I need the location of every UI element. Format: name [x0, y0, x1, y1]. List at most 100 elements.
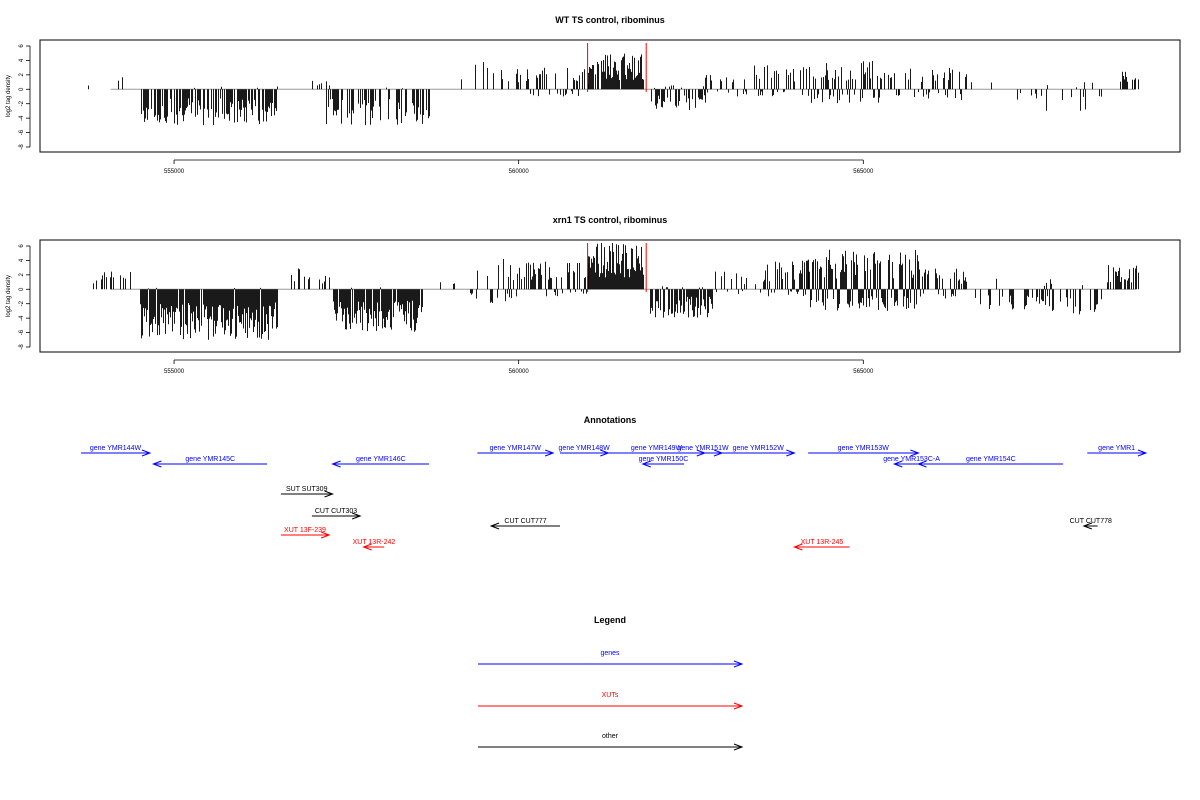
panel-wt-x-axis: 555000 560000 565000 [164, 159, 874, 175]
other-annotation: CUT CUT303 [311, 508, 362, 520]
annotation-label: gene YMR1 [1098, 445, 1135, 452]
arrow-head [151, 460, 162, 468]
legend-label: other [602, 733, 619, 740]
arrow-head [792, 543, 803, 551]
gene-annotation: gene YMR144W [81, 445, 152, 457]
arrow-head [917, 460, 927, 468]
gene-annotation: gene YMR153W [808, 445, 920, 457]
other-annotation: CUT CUT778 [1070, 518, 1112, 530]
other-annotation: SUT SUT309 [280, 486, 335, 498]
annotation-label: CUT CUT777 [504, 518, 546, 525]
annotation-label: XUT 13F-239 [284, 527, 326, 534]
panel-wt: WT TS control, ribominus log2 tag densit… [6, 15, 1181, 175]
gene-annotation: gene YMR145C [151, 456, 268, 468]
panel-wt-bars [88, 43, 1139, 126]
y-tick-label: -6 [19, 329, 25, 335]
legend-title: Legend [594, 615, 626, 625]
panel-wt-ylabel: log2 tag density [6, 75, 12, 117]
y-tick-label: -8 [19, 344, 25, 350]
annotation-label: gene YMR147W [490, 445, 542, 452]
y-tick-label: 4 [19, 58, 25, 62]
x-tick-label: 555000 [164, 369, 185, 375]
y-tick-label: -8 [19, 144, 25, 150]
arrow-head [1082, 522, 1093, 530]
arrow-head [362, 543, 372, 551]
annotation-tracks: gene YMR144W gene YMR145C gene YMR146C gene… [81, 445, 1148, 551]
annotation-label: CUT CUT303 [315, 508, 357, 515]
panel-xrn1: xrn1 TS control, ribominus log2 tag dens… [6, 215, 1181, 375]
arrow-head [1137, 449, 1148, 457]
legend-item: genes [478, 650, 744, 668]
annotation-label: SUT SUT309 [286, 486, 328, 493]
arrow-head [641, 460, 651, 468]
gene-annotation: gene YMR152W [722, 445, 796, 457]
y-tick-label: -2 [19, 100, 25, 106]
arrow-head [141, 449, 152, 457]
xut-annotation: XUT 13R-242 [353, 539, 396, 551]
x-tick-label: 555000 [164, 169, 185, 175]
panel-xrn1-title: xrn1 TS control, ribominus [553, 215, 668, 225]
gene-annotation: gene YMR1 [1087, 445, 1148, 457]
panel-wt-title: WT TS control, ribominus [555, 15, 665, 25]
x-tick-label: 560000 [509, 169, 530, 175]
legend-arrow-head [733, 743, 744, 751]
gene-annotation: gene YMR154C [917, 456, 1064, 468]
annotation-label: XUT 13R-242 [353, 539, 396, 546]
annotation-label: gene YMR146C [356, 456, 406, 463]
legend: Legend genes XUTs other [478, 615, 744, 751]
panel-xrn1-y-axis: 6 4 2 0 -2 -4 -6 -8 [19, 244, 31, 350]
y-tick-label: 2 [19, 273, 25, 277]
annotation-label: gene YMR152W [733, 445, 785, 452]
y-tick-label: 0 [19, 87, 25, 91]
panel-wt-y-axis: 6 4 2 0 -2 -4 -6 -8 [19, 44, 31, 150]
arrow-head [786, 449, 796, 457]
y-tick-label: 2 [19, 73, 25, 77]
legend-item: other [478, 733, 744, 751]
legend-items: genes XUTs other [478, 650, 744, 751]
x-tick-label: 565000 [853, 169, 874, 175]
y-tick-label: 4 [19, 258, 25, 262]
other-annotation: CUT CUT777 [489, 518, 561, 530]
annotation-label: gene YMR151W [677, 445, 729, 452]
annotation-label: CUT CUT778 [1070, 518, 1112, 525]
gene-annotation: gene YMR150C [639, 456, 689, 468]
annotation-label: gene YMR144W [90, 445, 142, 452]
arrow-head [910, 449, 920, 457]
panel-xrn1-bars [93, 242, 1139, 340]
arrow-head [324, 490, 335, 498]
xut-annotation: XUT 13R-245 [792, 539, 850, 551]
legend-arrow-head [733, 660, 744, 668]
annotation-label: gene YMR154C [966, 456, 1016, 463]
annotation-label: gene YMR153C-A [883, 456, 940, 463]
gene-annotation: gene YMR148W [559, 445, 610, 457]
legend-label: XUTs [602, 692, 619, 699]
annotations-title: Annotations [584, 415, 637, 425]
legend-arrow-head [733, 702, 744, 710]
annotation-label: gene YMR145C [185, 456, 235, 463]
y-tick-label: -2 [19, 300, 25, 306]
arrow-head [320, 531, 331, 539]
gene-annotation: gene YMR153C-A [883, 456, 940, 468]
panel-xrn1-x-axis: 555000 560000 565000 [164, 359, 874, 375]
y-tick-label: 0 [19, 287, 25, 291]
arrow-head [351, 512, 362, 520]
legend-label: genes [600, 650, 620, 657]
annotation-label: gene YMR150C [639, 456, 689, 463]
y-tick-label: -6 [19, 129, 25, 135]
arrow-head [544, 449, 555, 457]
panel-wt-frame [39, 39, 1181, 153]
x-tick-label: 560000 [509, 369, 530, 375]
gene-annotation: gene YMR151W [677, 445, 729, 457]
xut-annotation: XUT 13F-239 [280, 527, 331, 539]
arrow-head [892, 460, 903, 468]
panel-xrn1-frame [39, 239, 1181, 353]
y-tick-label: 6 [19, 44, 25, 48]
legend-item: XUTs [478, 692, 744, 710]
gene-annotation: gene YMR146C [331, 456, 430, 468]
y-tick-label: 6 [19, 244, 25, 248]
annotation-label: gene YMR153W [838, 445, 890, 452]
annotation-label: gene YMR149W [631, 445, 683, 452]
x-tick-label: 565000 [853, 369, 874, 375]
